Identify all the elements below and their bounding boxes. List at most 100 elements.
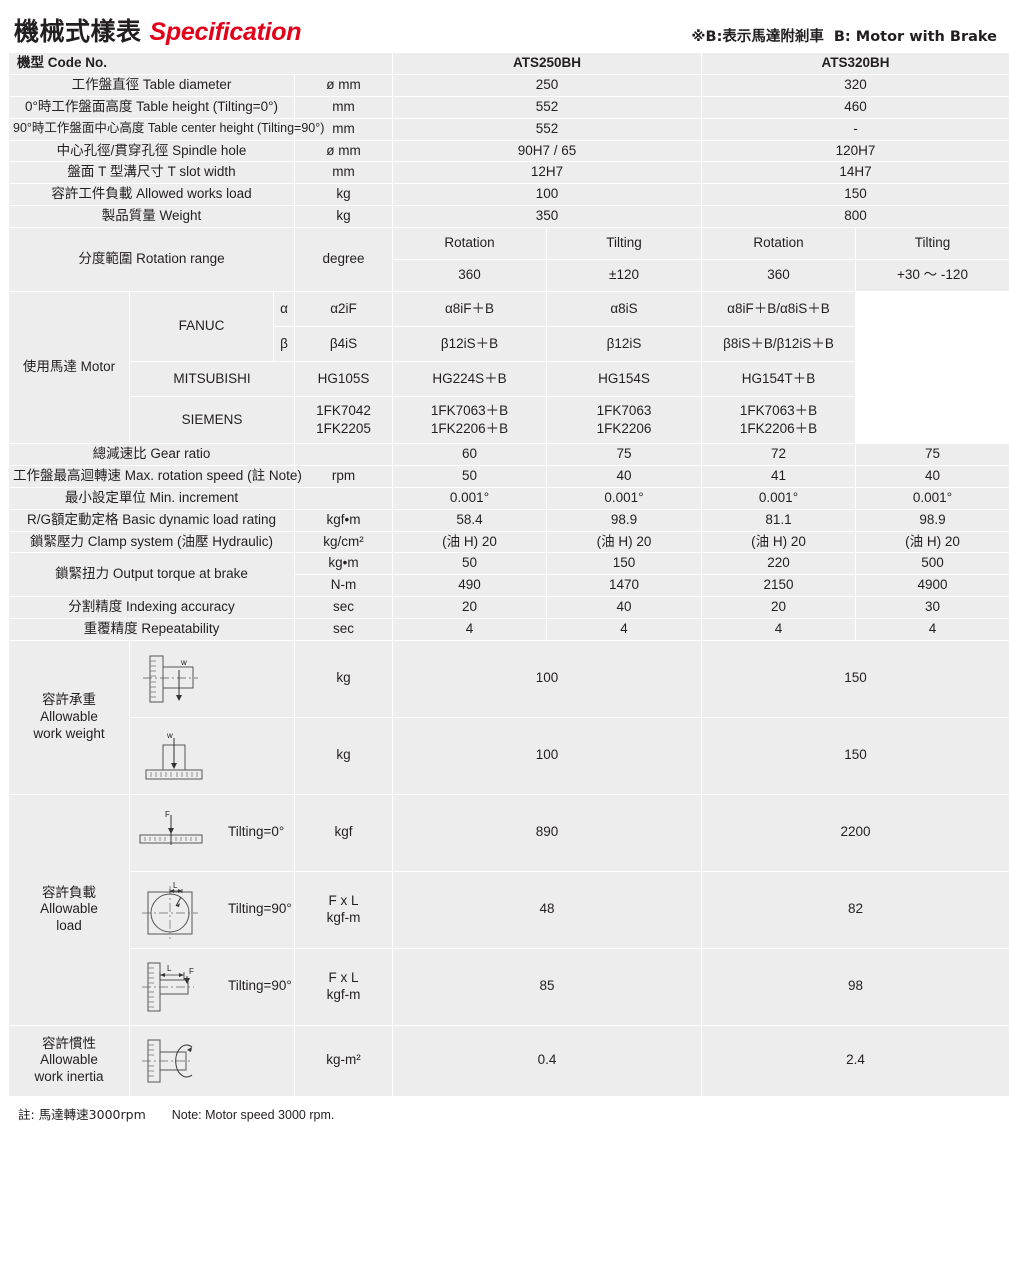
torque-value: 2150 [702,575,855,597]
motor-value: α8iF＋B/α8iS＋B [702,292,855,326]
svg-text:w: w [166,731,173,740]
model-header-0: ATS250BH [393,53,701,74]
row-value: 98.9 [856,509,1009,531]
row-value: 20 [393,597,546,618]
row-value: 552 [393,96,701,118]
allowable-load-label: 容許負載 Allowable load [9,794,129,1025]
row-label: 盤面 T 型溝尺寸 T slot width [9,162,294,184]
torque-unit-nm: N-m [295,575,392,597]
motor-value: HG105S [295,362,392,396]
page-header: 機械式樣表 Specification ※B:表示馬達附剎車 B: Motor w… [8,0,1001,52]
table-row: 鎖緊壓力 Clamp system (油壓 Hydraulic) kg/cm² … [9,531,1009,553]
rotation-subheader: Rotation [702,228,855,259]
row-label: R/G額定動定格 Basic dynamic load rating [9,509,294,531]
motor-row-fanuc-beta: β β4iS β12iS＋B β12iS β8iS＋B/β12iS＋B [9,327,1009,361]
work-inertia-label-en: Allowable work inertia [34,1052,104,1085]
row-value: 90H7 / 65 [393,140,701,162]
allowable-load-tilt-label: Tilting=90° [228,901,292,917]
rotating-inertia-icon [130,1025,294,1096]
allowable-load-diagram-cell: L F Tilting=90° [130,948,294,1025]
torque-row-nm: N-m 490 1470 2150 4900 [9,575,1009,597]
allowable-load-row-2: L Tilting=90° F x L kgf-m 48 82 [9,871,1009,948]
row-label: 容許工件負載 Allowed works load [9,184,294,206]
model-header-1: ATS320BH [702,53,1009,74]
allowable-load-value: 82 [702,871,1009,948]
table-row: 盤面 T 型溝尺寸 T slot width mm 12H7 14H7 [9,162,1009,184]
rotation-range-value: 360 [393,260,546,291]
motor-value: β12iS＋B [393,327,546,361]
allowable-load-unit: F x L kgf-m [295,948,392,1025]
torque-value: 500 [856,553,1009,575]
row-unit: sec [295,597,392,618]
row-label: 中心孔徑/貫穿孔徑 Spindle hole [9,140,294,162]
motor-series-alpha: α [274,292,294,326]
rotation-range-label: 分度範圍 Rotation range [9,228,294,291]
motor-row-fanuc-alpha: 使用馬達 Motor FANUC α α2iF α8iF＋B α8iS α8iF… [9,292,1009,443]
motor-value: β8iS＋B/β12iS＋B [702,327,855,361]
row-value: 4 [856,619,1009,640]
work-inertia-value: 2.4 [702,1025,1009,1096]
flat-table-f-icon: F [134,809,214,857]
torque-value: 1470 [547,575,701,597]
torque-value: 150 [547,553,701,575]
work-weight-unit: kg [295,717,392,794]
work-weight-unit: kg [295,640,392,717]
motor-value: α8iS [547,292,701,326]
torque-value: 220 [702,553,855,575]
row-value: 75 [547,444,701,465]
table-row: R/G額定動定格 Basic dynamic load rating kgf•m… [9,509,1009,531]
horizontal-table-w-icon: w [130,717,294,794]
row-value: 0.001° [393,487,546,509]
row-label: 鎖緊壓力 Clamp system (油壓 Hydraulic) [9,531,294,553]
rotation-subheader: Rotation [393,228,546,259]
brake-note-en: B: Motor with Brake [833,29,997,45]
motor-value: β4iS [295,327,392,361]
row-value: 58.4 [393,509,546,531]
table-row: 工作盤最高迴轉速 Max. rotation speed (註 Note) rp… [9,465,1009,487]
work-weight-label-en: Allowable work weight [33,708,105,741]
table-row: 重覆精度 Repeatability sec 4 4 4 4 [9,619,1009,640]
motor-series-beta: β [274,327,294,361]
allowable-load-tilt-label: Tilting=90° [228,978,292,994]
row-value: (油 H) 20 [702,531,855,553]
motor-value: HG224S＋B [393,362,546,396]
footnote-en: Note: Motor speed 3000 rpm. [171,1107,335,1122]
row-value: 60 [393,444,546,465]
work-inertia-label: 容許慣性 Allowable work inertia [9,1025,129,1096]
row-value: 0.001° [702,487,855,509]
torque-row-kgm: 鎖緊扭力 Output torque at brake kg•m 50 150 … [9,553,1009,597]
brake-note-cn: ※B:表示馬達附剎車 [691,29,824,45]
row-value: 40 [547,597,701,618]
row-value: 75 [856,444,1009,465]
motor-brand-fanuc: FANUC [130,292,273,361]
torque-value: 4900 [856,575,1009,597]
table-row: 90°時工作盤面中心高度 Table center height (Tiltin… [9,118,1009,140]
page-title-en: Specification [149,18,302,46]
work-weight-value: 100 [393,717,701,794]
allowable-load-tilt-label: Tilting=0° [228,824,285,840]
torque-label: 鎖緊扭力 Output torque at brake [9,553,294,597]
work-inertia-unit: kg-m² [295,1025,392,1096]
motor-value: 1FK7063 1FK2206 [547,397,701,443]
table-header-row: 機型 Code No. ATS250BH ATS320BH [9,53,1009,74]
footnote-cn: 註: 馬達轉速3000rpm [18,1106,146,1122]
row-value: 40 [547,465,701,487]
motor-value: HG154S [547,362,701,396]
motor-value: α2iF [295,292,392,326]
row-unit: kgf•m [295,509,392,531]
row-value: 320 [702,74,1009,96]
row-value: 250 [393,74,701,96]
row-value: 50 [393,465,546,487]
motor-value: 1FK7063＋B 1FK2206＋B [393,397,546,443]
row-value: 4 [547,619,701,640]
rotation-subheader: Tilting [856,228,1009,259]
allowable-load-value: 85 [393,948,701,1025]
work-weight-label-cn: 容許承重 [42,692,96,708]
row-unit: rpm [295,465,392,487]
row-value: 30 [856,597,1009,618]
row-label: 總減速比 Gear ratio [9,444,294,465]
svg-text:F: F [165,810,170,819]
row-unit: ø mm [295,140,392,162]
rotation-range-value-row: 360 ±120 360 +30 ～ -120 [9,260,1009,291]
